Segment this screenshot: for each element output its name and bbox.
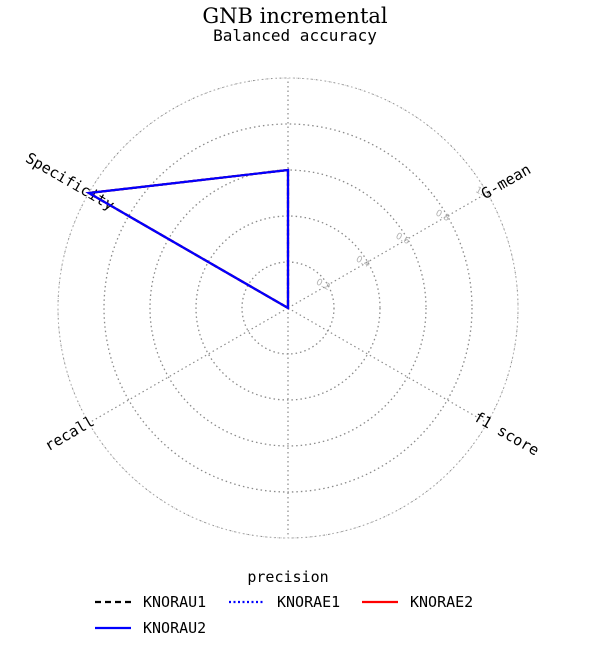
grid-circle <box>149 169 427 447</box>
legend-entry: KNORAU1 <box>143 593 206 611</box>
chart-subtitle: Balanced accuracy <box>213 26 377 45</box>
grid-circle <box>103 123 473 493</box>
radial-tick-label: 0.6 <box>394 231 412 247</box>
legend-entry: KNORAE2 <box>410 593 473 611</box>
legend-entry: KNORAU2 <box>143 619 206 637</box>
spoke-line <box>88 307 289 424</box>
axis-label-recall: recall <box>42 412 98 455</box>
legend-title: precision <box>247 568 328 586</box>
spoke-line <box>287 307 488 424</box>
spoke-line <box>287 192 488 309</box>
series-knorae2 <box>85 168 290 310</box>
axis-label-specificity: Specificity <box>22 149 117 214</box>
radial-tick-label: 0.2 <box>314 277 331 293</box>
axis-label-g-mean: G-mean <box>478 160 534 203</box>
legend-entry: KNORAE1 <box>277 593 340 611</box>
series-knorau2 <box>85 168 290 310</box>
series-knorae1 <box>85 168 290 310</box>
series-knorau1 <box>85 168 290 310</box>
axis-label-f1-score: f1 score <box>471 408 543 460</box>
chart-title: GNB incremental <box>202 4 388 28</box>
radial-tick-label: 0.4 <box>354 254 372 270</box>
